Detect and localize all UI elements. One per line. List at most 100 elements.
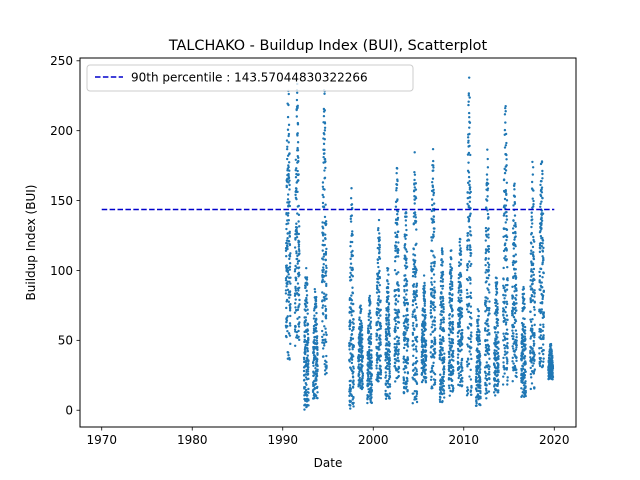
data-point <box>468 116 471 119</box>
data-point <box>305 294 309 297</box>
data-point <box>484 302 487 305</box>
data-point <box>506 379 509 382</box>
data-point <box>487 244 491 248</box>
data-point <box>487 288 490 292</box>
data-point <box>375 351 379 355</box>
data-point <box>484 353 487 357</box>
data-point <box>377 380 380 383</box>
data-point <box>442 337 445 340</box>
data-point <box>511 231 515 235</box>
data-point <box>511 285 514 289</box>
data-point <box>522 325 525 328</box>
data-point <box>387 395 391 398</box>
data-point <box>505 218 509 221</box>
data-point <box>397 336 401 340</box>
data-point <box>388 372 391 375</box>
data-point <box>502 332 505 335</box>
data-point <box>423 290 427 294</box>
data-point <box>440 275 444 278</box>
data-point <box>387 291 390 294</box>
data-point <box>406 377 409 381</box>
data-point <box>367 375 370 378</box>
data-point <box>533 336 536 339</box>
data-point <box>511 360 514 363</box>
data-point <box>496 336 499 339</box>
data-point <box>515 346 518 349</box>
data-point <box>469 276 472 280</box>
data-point <box>295 235 299 239</box>
data-point <box>316 385 319 389</box>
data-point <box>305 289 308 293</box>
data-point <box>358 359 361 362</box>
data-point <box>432 294 436 297</box>
data-point <box>402 314 405 318</box>
data-point <box>378 269 381 273</box>
data-point <box>406 323 410 326</box>
data-point <box>395 255 398 258</box>
data-point <box>479 391 482 395</box>
data-point <box>441 250 444 253</box>
data-point <box>370 373 374 376</box>
data-point <box>477 324 480 327</box>
data-point <box>523 306 526 310</box>
data-point <box>531 347 534 350</box>
data-point <box>531 299 535 302</box>
data-point <box>415 350 418 353</box>
data-point <box>439 280 443 283</box>
data-point <box>451 331 454 335</box>
data-point <box>503 350 507 353</box>
data-point <box>449 286 452 289</box>
data-point <box>551 378 554 381</box>
data-point <box>442 356 446 359</box>
data-point <box>457 372 461 375</box>
data-point <box>504 242 507 245</box>
data-point <box>285 139 289 142</box>
data-point <box>538 347 541 350</box>
data-point <box>497 363 500 367</box>
data-point <box>524 394 527 398</box>
data-point <box>466 202 469 206</box>
data-point <box>304 285 307 289</box>
data-point <box>504 290 507 293</box>
data-point <box>549 344 553 347</box>
data-point <box>442 370 446 374</box>
data-point <box>457 296 460 300</box>
data-point <box>296 149 300 152</box>
data-point <box>541 169 544 173</box>
data-point <box>438 398 442 401</box>
data-point <box>424 376 428 379</box>
data-point <box>442 360 446 364</box>
data-point <box>449 348 452 352</box>
data-point <box>468 183 471 187</box>
data-point <box>449 389 452 393</box>
data-point <box>379 369 383 372</box>
data-point <box>514 232 517 235</box>
data-point <box>386 364 389 368</box>
data-point <box>322 239 325 242</box>
data-point <box>312 364 315 367</box>
data-point <box>461 342 464 346</box>
data-point <box>469 368 472 372</box>
data-point <box>286 325 289 328</box>
data-point <box>361 386 364 389</box>
data-point <box>289 252 292 255</box>
data-point <box>497 357 500 361</box>
data-point <box>360 307 363 311</box>
y-tick-label: 150 <box>50 194 73 208</box>
data-point <box>441 284 445 288</box>
data-point <box>479 368 482 371</box>
data-point <box>361 345 364 348</box>
data-point <box>286 214 290 217</box>
data-point <box>323 325 326 328</box>
data-point <box>466 292 469 295</box>
data-point <box>295 226 299 229</box>
data-point <box>415 228 418 231</box>
data-point <box>322 292 326 295</box>
data-point <box>506 318 509 322</box>
data-point <box>424 345 427 349</box>
data-point <box>403 246 406 249</box>
data-point <box>456 335 460 338</box>
data-point <box>378 248 381 251</box>
data-point <box>503 347 506 350</box>
data-point <box>350 187 353 190</box>
